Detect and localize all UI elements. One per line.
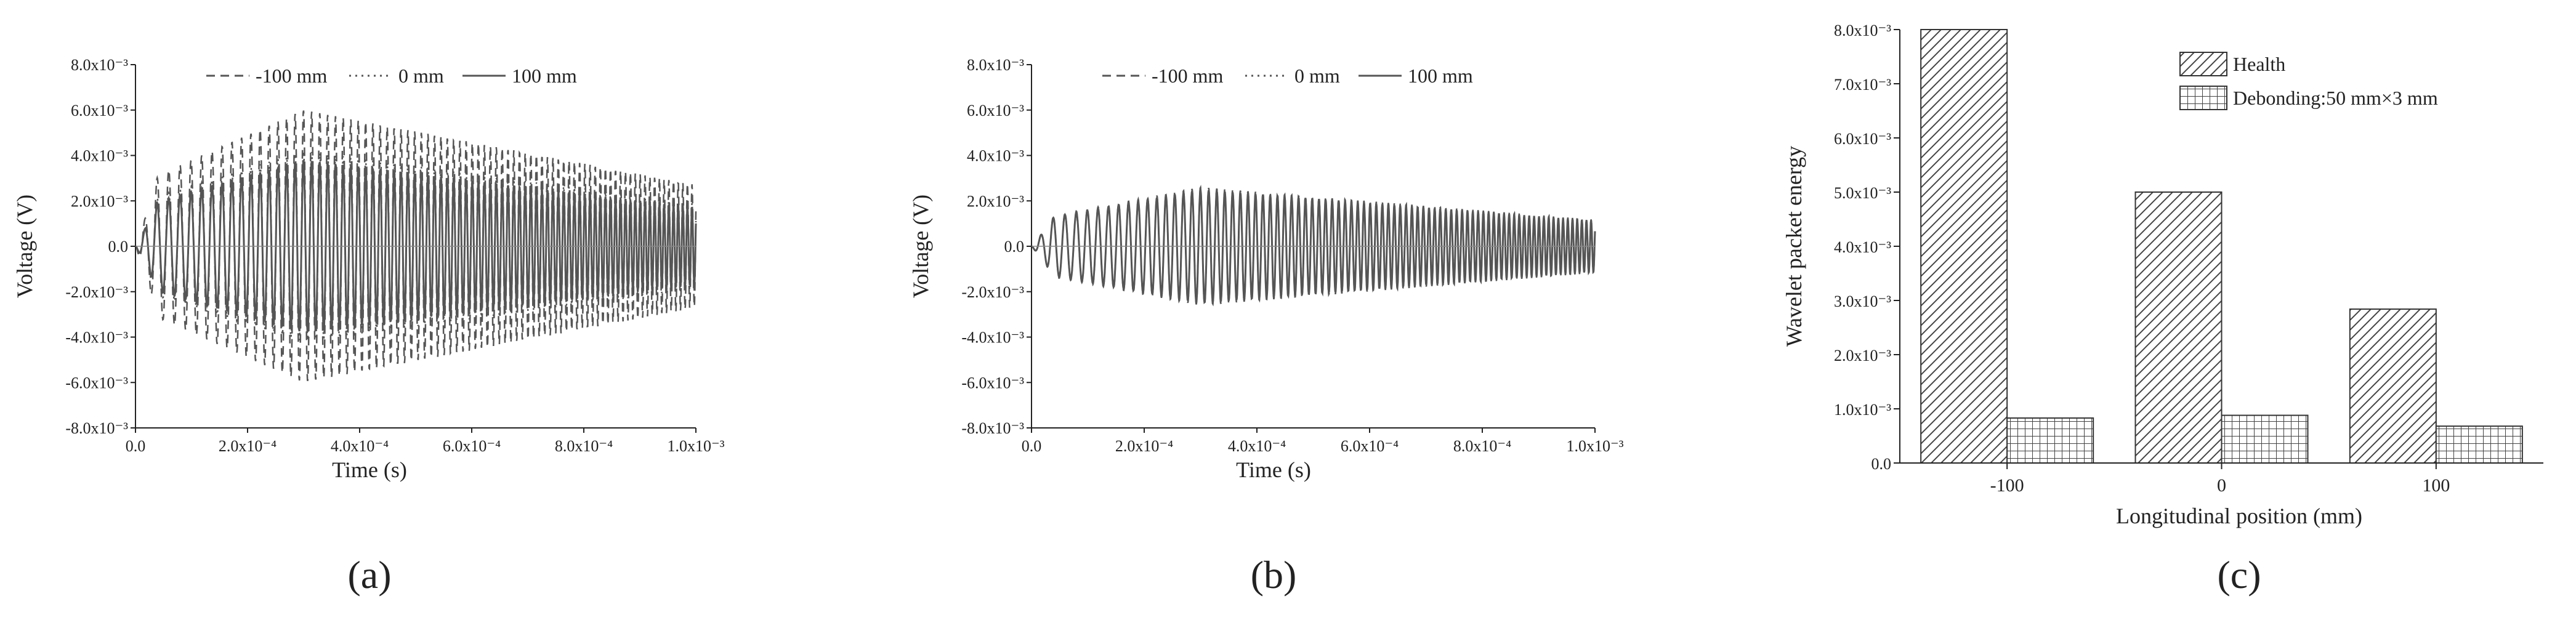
panel-b-ylabel: Voltage (V) — [908, 195, 933, 298]
panel-a-xlabel: Time (s) — [332, 457, 407, 482]
panel-a-label: (a) — [347, 553, 391, 597]
panel-b-series-solid — [1031, 186, 1596, 305]
panel-a-y-tick-label: -6.0x10⁻³ — [65, 374, 128, 392]
panel-c-x-tick-label: -100 — [1990, 475, 2024, 496]
panel-c-x-tick-label: 0 — [2217, 475, 2226, 496]
panel-b-xlabel: Time (s) — [1236, 457, 1311, 482]
panel-a-x-tick-label: 0.0 — [126, 437, 146, 455]
panel-b-x-tick-label: 0.0 — [1022, 437, 1042, 455]
panel-a-y-tick-label: -4.0x10⁻³ — [65, 329, 128, 347]
panel-b-y-tick-label: 8.0x10⁻³ — [967, 56, 1024, 74]
panel-c-xlabel: Longitudinal position (mm) — [2116, 504, 2362, 528]
panel-c-ylabel: Wavelet packet energy — [1782, 146, 1806, 347]
panel-c-bar-debonding — [2221, 414, 2309, 464]
panel-a-y-tick-label: 2.0x10⁻³ — [71, 192, 128, 210]
panel-a-x-tick-label: 6.0x10⁻⁴ — [443, 437, 501, 455]
panel-b-y-tick-label: -2.0x10⁻³ — [961, 283, 1024, 301]
panel-b-y-tick-label: -6.0x10⁻³ — [961, 374, 1024, 392]
panel-a-series-solid — [135, 159, 697, 334]
panel-b-x-tick-label: 8.0x10⁻⁴ — [1453, 437, 1511, 455]
panel-b-x-tick-label: 2.0x10⁻⁴ — [1115, 437, 1173, 455]
panel-c-bar-debonding — [2006, 417, 2094, 464]
panel-c-y-tick-label: 5.0x10⁻³ — [1834, 184, 1891, 202]
panel-a-y-tick-label: 4.0x10⁻³ — [71, 147, 128, 165]
panel-a-legend-label: 0 mm — [398, 65, 444, 87]
panel-c-y-tick-label: 0.0 — [1871, 455, 1892, 473]
panel-a-y-tick-label: -2.0x10⁻³ — [65, 283, 128, 301]
panel-b-x-tick-label: 6.0x10⁻⁴ — [1341, 437, 1399, 455]
panel-c-bar-health — [2349, 308, 2437, 464]
panel-a-x-tick-label: 8.0x10⁻⁴ — [555, 437, 613, 455]
panel-c-bar-health — [1920, 29, 2008, 464]
panel-b-chart: -8.0x10⁻³ -6.0x10⁻³ -4.0x10⁻³ -2.0x10⁻³ 0.0 2… — [908, 56, 1624, 597]
panel-c-legend-swatch — [2179, 86, 2227, 110]
panel-b-legend-label: 100 mm — [1408, 65, 1473, 87]
panel-c-label: (c) — [2217, 553, 2261, 597]
panel-b-x-tick-label: 4.0x10⁻⁴ — [1228, 437, 1286, 455]
panel-a-ylabel: Voltage (V) — [12, 195, 37, 298]
panel-c-bar-debonding — [2435, 425, 2523, 464]
panel-b-legend-label: -100 mm — [1152, 65, 1224, 87]
panel-b-label: (b) — [1251, 553, 1297, 597]
panel-b-x-tick-label: 1.0x10⁻³ — [1566, 437, 1623, 455]
panel-a-y-tick-label: 6.0x10⁻³ — [71, 102, 128, 119]
panel-c-legend-swatch — [2179, 52, 2227, 76]
panel-c-y-tick-label: 1.0x10⁻³ — [1834, 401, 1891, 419]
panel-b-y-tick-label: -4.0x10⁻³ — [961, 329, 1024, 347]
panel-c-y-tick-label: 2.0x10⁻³ — [1834, 347, 1891, 364]
panel-a-x-tick-label: 2.0x10⁻⁴ — [219, 437, 277, 455]
panel-c-y-tick-label: 6.0x10⁻³ — [1834, 130, 1891, 148]
panel-c-y-tick-label: 4.0x10⁻³ — [1834, 238, 1891, 256]
panel-a-x-tick-label: 4.0x10⁻⁴ — [331, 437, 389, 455]
panel-c-legend-label: Health — [2233, 53, 2285, 75]
panel-c-chart: 0.0 1.0x10⁻³ 2.0x10⁻³ 3.0x10⁻³ 4.0x10⁻³ 5.0x1… — [1782, 22, 2543, 597]
panel-a-legend-label: -100 mm — [256, 65, 328, 87]
panel-b-y-tick-label: 4.0x10⁻³ — [967, 147, 1024, 165]
panel-c-x-tick-label: 100 — [2422, 475, 2450, 496]
panel-b-y-tick-label: 6.0x10⁻³ — [967, 102, 1024, 119]
panel-a-y-tick-label: 0.0 — [108, 238, 129, 256]
panel-a-legend-label: 100 mm — [512, 65, 577, 87]
panel-b-y-tick-label: 0.0 — [1004, 238, 1025, 256]
panel-b-y-tick-label: -8.0x10⁻³ — [961, 419, 1024, 437]
panel-a-y-tick-label: 8.0x10⁻³ — [71, 56, 128, 74]
panel-b-y-tick-label: 2.0x10⁻³ — [967, 192, 1024, 210]
panel-c-y-tick-label: 7.0x10⁻³ — [1834, 76, 1891, 94]
panel-b-legend-label: 0 mm — [1294, 65, 1340, 87]
panel-c-y-tick-label: 3.0x10⁻³ — [1834, 292, 1891, 310]
panel-a-x-tick-label: 1.0x10⁻³ — [667, 437, 724, 455]
panel-c-bar-health — [2134, 191, 2223, 464]
panel-a-chart: -8.0x10⁻³ -6.0x10⁻³ -4.0x10⁻³ -2.0x10⁻³ 0.0 2… — [12, 56, 725, 597]
panel-a-y-tick-label: -8.0x10⁻³ — [65, 419, 128, 437]
panel-c-legend-label: Debonding:50 mm×3 mm — [2233, 87, 2438, 109]
panel-c-y-tick-label: 8.0x10⁻³ — [1834, 22, 1891, 39]
